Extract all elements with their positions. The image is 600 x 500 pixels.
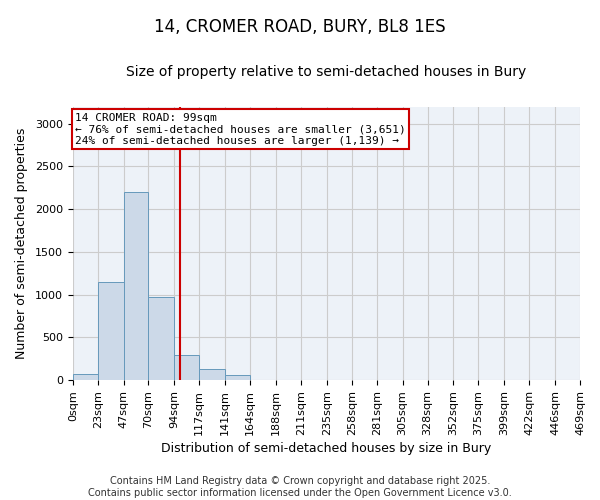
Bar: [199, 369, 225, 380]
Text: 14, CROMER ROAD, BURY, BL8 1ES: 14, CROMER ROAD, BURY, BL8 1ES: [154, 18, 446, 36]
Bar: [148, 298, 175, 380]
Bar: [124, 192, 148, 380]
Bar: [98, 282, 124, 380]
Text: 14 CROMER ROAD: 99sqm
← 76% of semi-detached houses are smaller (3,651)
24% of s: 14 CROMER ROAD: 99sqm ← 76% of semi-deta…: [75, 112, 406, 146]
Bar: [73, 374, 98, 380]
Text: Contains HM Land Registry data © Crown copyright and database right 2025.
Contai: Contains HM Land Registry data © Crown c…: [88, 476, 512, 498]
X-axis label: Distribution of semi-detached houses by size in Bury: Distribution of semi-detached houses by …: [161, 442, 491, 455]
Y-axis label: Number of semi-detached properties: Number of semi-detached properties: [15, 128, 28, 359]
Bar: [225, 375, 250, 380]
Title: Size of property relative to semi-detached houses in Bury: Size of property relative to semi-detach…: [126, 65, 527, 79]
Bar: [175, 356, 199, 380]
